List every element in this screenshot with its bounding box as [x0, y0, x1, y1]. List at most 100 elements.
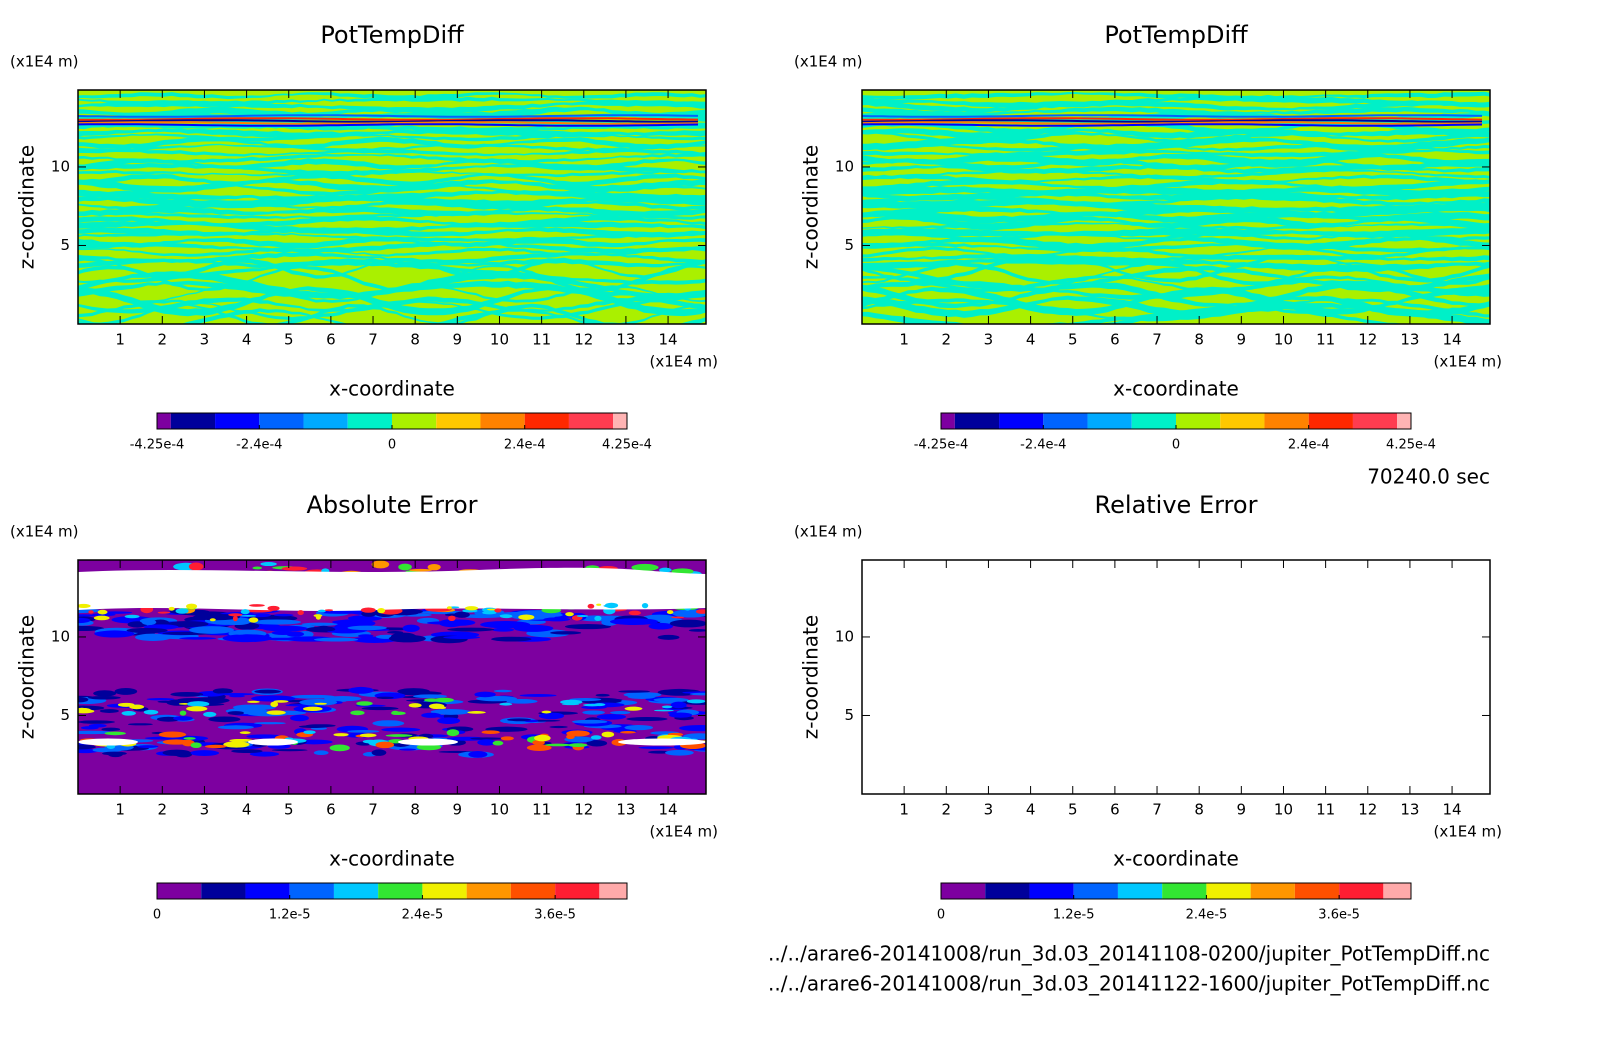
contour-line [78, 121, 699, 125]
colorbar-tick-label: 0 [388, 438, 396, 453]
contour-blob [246, 734, 283, 739]
contour-blob [88, 610, 94, 614]
x-tick-label: 11 [532, 801, 551, 819]
contour-blob [408, 703, 422, 708]
y-unit: (x1E4 m) [10, 53, 79, 71]
contour-band [78, 286, 706, 317]
y-unit: (x1E4 m) [794, 523, 863, 541]
contour-blob [571, 719, 608, 724]
contour-blob [391, 711, 406, 716]
contour-blob [137, 745, 159, 748]
colorbar-tick-label: 3.6e-5 [534, 908, 576, 923]
contour-blob [688, 629, 706, 632]
contour-blob [173, 716, 193, 721]
contour-blob [689, 692, 706, 696]
contour-blob [177, 698, 206, 702]
contour-band [862, 253, 1490, 262]
contour-blob [248, 738, 298, 746]
contour-blob [251, 695, 296, 702]
contour-blob [659, 567, 672, 573]
contour-blob [427, 563, 441, 571]
contour-blob [313, 614, 323, 618]
contour-blob [398, 748, 417, 751]
contour-blob [104, 731, 126, 736]
x-tick-label: 8 [1194, 801, 1204, 819]
contour-blob [141, 619, 157, 626]
contour-blob [582, 710, 605, 715]
contour-blob [526, 744, 552, 751]
contour-blob [626, 717, 668, 722]
x-tick-label: 8 [410, 801, 420, 819]
colorbar-tick-label: 2.4e-4 [1288, 438, 1330, 453]
x-unit: (x1E4 m) [1433, 823, 1502, 841]
y-axis-label: z-coordinate [799, 145, 823, 269]
contour-blob [624, 725, 654, 731]
colorbar-tick-label: -2.4e-4 [1020, 438, 1066, 453]
x-tick-label: 14 [1443, 801, 1462, 819]
x-tick-label: 9 [453, 801, 463, 819]
contour-band [862, 254, 1490, 283]
contour-blob [179, 637, 217, 640]
x-tick-label: 5 [284, 331, 294, 349]
contour-blob [620, 730, 636, 734]
x-tick-label: 4 [1026, 801, 1036, 819]
colorbar-segment [1220, 413, 1265, 429]
contour-band [862, 106, 1490, 116]
colorbar-segment [422, 883, 467, 899]
contour-blob [186, 603, 198, 610]
contour-line [862, 117, 1483, 121]
colorbar-segment [436, 413, 481, 429]
contour-blob [610, 711, 631, 715]
contour-blob [587, 603, 595, 609]
x-tick-label: 5 [1068, 801, 1078, 819]
colorbar-segment [289, 883, 334, 899]
contour-band [862, 261, 1490, 286]
contour-blob [385, 734, 413, 737]
contour-blob [281, 566, 308, 571]
contour-blob [544, 743, 571, 747]
contour-band [862, 158, 1490, 170]
colorbar-segment [466, 883, 511, 899]
x-tick-label: 8 [1194, 331, 1204, 349]
contour-band [78, 136, 706, 150]
contour-blob [301, 622, 338, 626]
contour-blob [347, 625, 387, 631]
colorbar-tick-label: 4.25e-4 [602, 438, 652, 453]
x-tick-label: 1 [899, 801, 909, 819]
contour-blob [671, 616, 685, 619]
contour-blob [595, 693, 610, 697]
contour-blob [204, 744, 227, 749]
x-tick-label: 6 [326, 331, 336, 349]
contour-blob [561, 703, 580, 706]
contour-band [78, 227, 706, 238]
contour-blob [189, 626, 235, 634]
contour-band [78, 106, 706, 120]
y-tick-label: 10 [51, 627, 70, 645]
contour-blob [648, 622, 674, 630]
x-tick-label: 3 [200, 331, 210, 349]
x-tick-label: 4 [242, 331, 252, 349]
contour-band [862, 205, 1490, 218]
plot-frame [861, 89, 1491, 325]
x-tick-label: 7 [368, 331, 378, 349]
contour-blob [168, 606, 175, 611]
panel-title: PotTempDiff [1104, 21, 1248, 49]
y-tick-label: 5 [844, 236, 854, 254]
contour-blob [470, 737, 505, 740]
contour-band [862, 95, 1490, 109]
y-axis-label: z-coordinate [799, 615, 823, 739]
contour-blob [265, 620, 283, 623]
colorbar-segment [1294, 883, 1340, 899]
contour-blob [686, 699, 706, 704]
contour-blob [249, 751, 280, 757]
panel-title: Relative Error [1095, 491, 1258, 519]
contour-blob [252, 566, 263, 570]
colorbar-frame [940, 882, 1412, 900]
x-tick-label: 14 [1443, 331, 1462, 349]
contour-blob [586, 740, 608, 747]
contour-band [78, 308, 706, 324]
contour-band [78, 284, 706, 303]
contour-blob [519, 694, 557, 697]
x-tick-label: 12 [574, 331, 593, 349]
